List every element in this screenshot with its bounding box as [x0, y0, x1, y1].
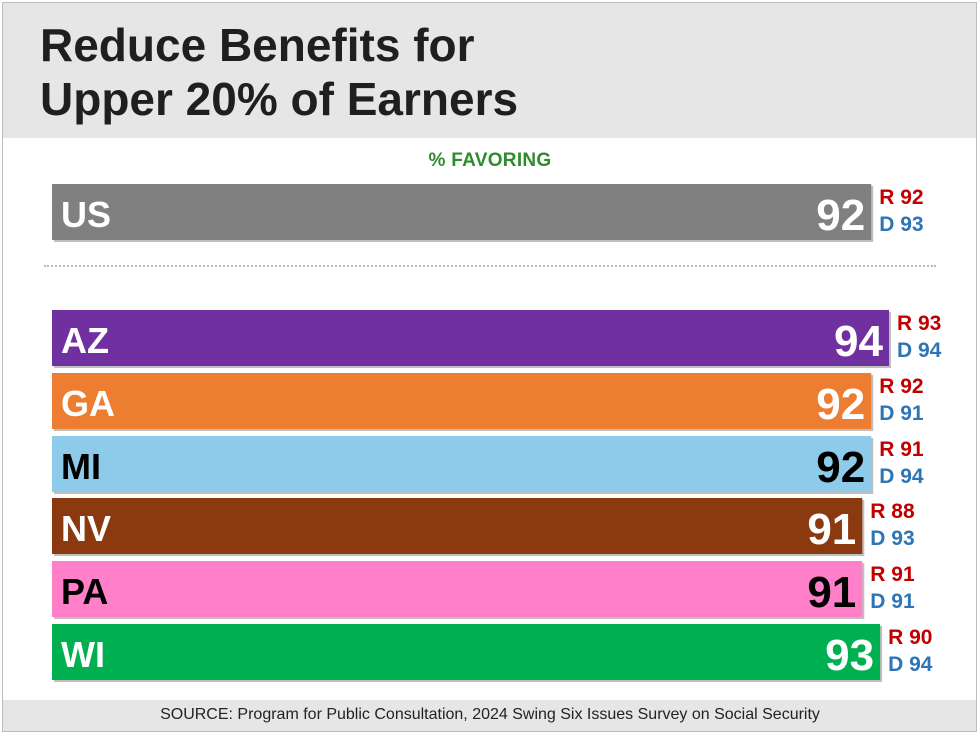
category-label-pa: PA: [61, 571, 108, 612]
democrat-label-ga: D 91: [879, 402, 924, 425]
democrat-label-az: D 94: [897, 339, 942, 362]
republican-label-nv: R 88: [870, 500, 915, 523]
section-divider: [44, 265, 936, 267]
value-label-pa: 91: [807, 568, 856, 617]
republican-label-ga: R 92: [879, 375, 923, 398]
value-label-wi: 93: [825, 631, 874, 680]
democrat-label-nv: D 93: [870, 527, 914, 550]
value-label-nv: 91: [807, 505, 856, 554]
category-label-nv: NV: [61, 508, 111, 549]
chart-subtitle: % FAVORING: [428, 150, 552, 171]
bar-az: [52, 310, 889, 366]
category-label-mi: MI: [61, 446, 101, 487]
republican-label-wi: R 90: [888, 626, 932, 649]
bar-mi: [52, 436, 872, 492]
value-label-mi: 92: [816, 443, 865, 492]
democrat-label-us: D 93: [879, 213, 923, 236]
value-label-us: 92: [816, 191, 865, 240]
bar-nv: [52, 498, 863, 554]
source-note: SOURCE: Program for Public Consultation,…: [160, 706, 820, 723]
value-label-ga: 92: [816, 380, 865, 429]
footer-band: [3, 700, 976, 731]
republican-label-mi: R 91: [879, 438, 924, 461]
democrat-label-pa: D 91: [870, 590, 915, 613]
democrat-label-mi: D 94: [879, 465, 924, 488]
category-label-ga: GA: [61, 383, 115, 424]
democrat-label-wi: D 94: [888, 653, 933, 676]
republican-label-us: R 92: [879, 186, 923, 209]
category-label-us: US: [61, 194, 111, 235]
bar-wi: [52, 624, 881, 680]
title-banner: [3, 3, 976, 138]
chart-title: Reduce Benefits for Upper 20% of Earners: [40, 19, 519, 125]
value-label-az: 94: [834, 317, 883, 366]
republican-label-az: R 93: [897, 312, 941, 335]
bar-pa: [52, 561, 863, 617]
category-label-wi: WI: [61, 634, 105, 675]
bar-ga: [52, 373, 872, 429]
republican-label-pa: R 91: [870, 563, 915, 586]
bar-us: [52, 184, 872, 240]
category-label-az: AZ: [61, 320, 109, 361]
